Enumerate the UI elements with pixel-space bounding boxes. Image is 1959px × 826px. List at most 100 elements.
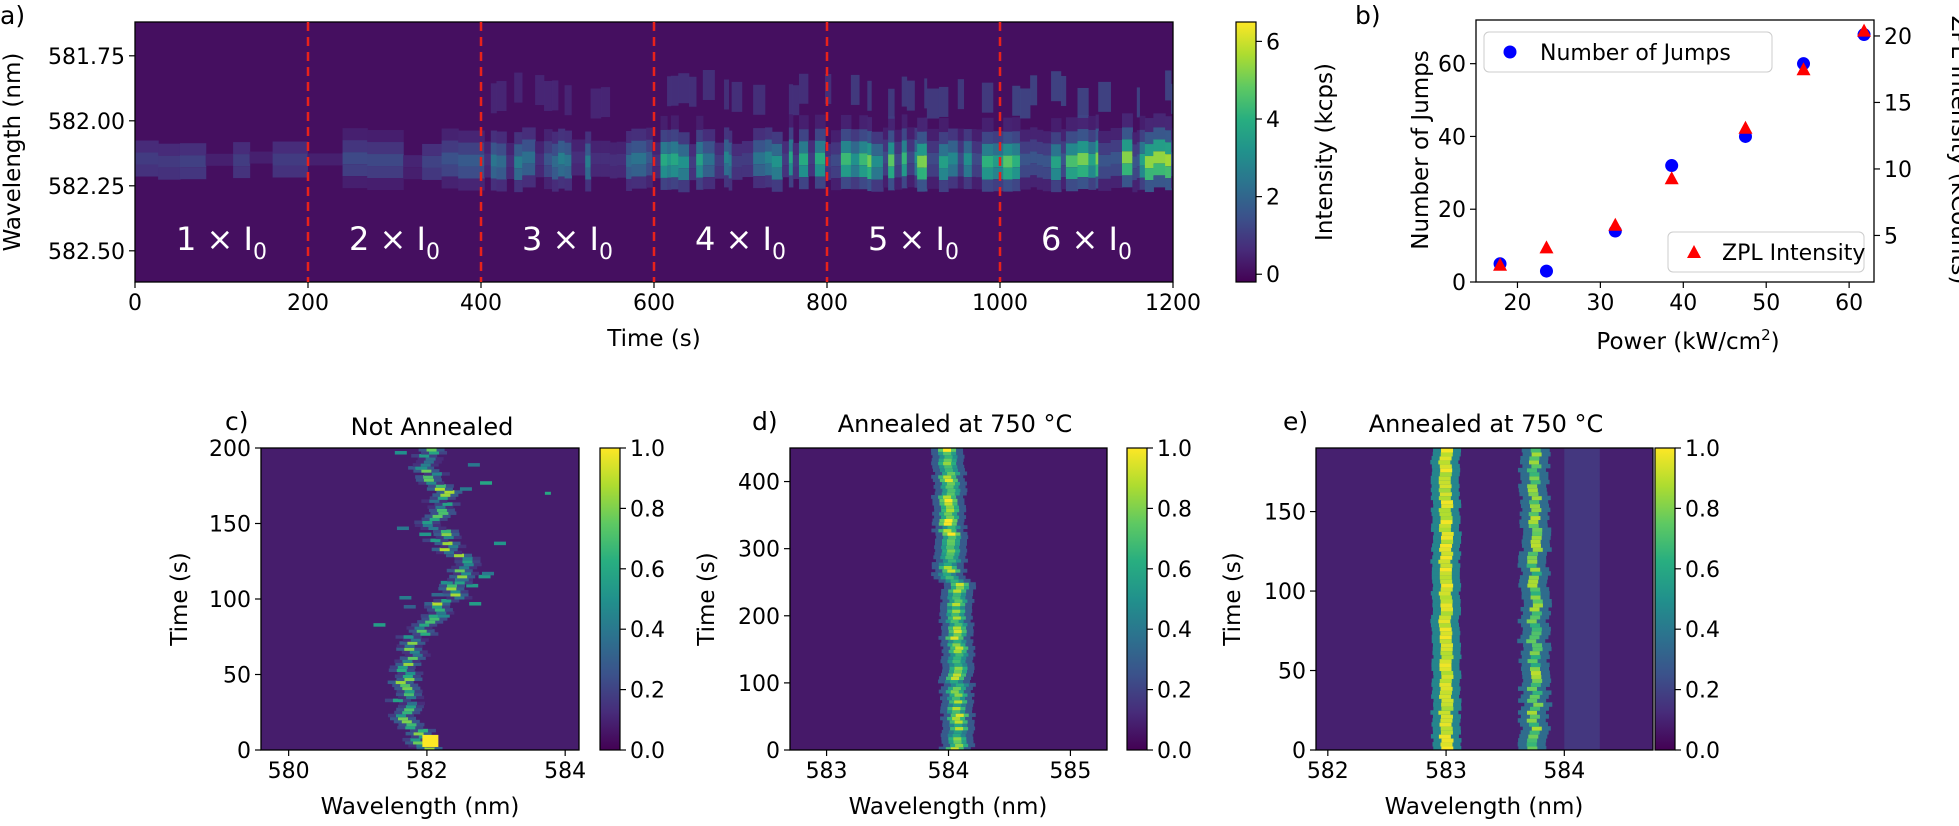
a-heatmap-cell	[1136, 178, 1141, 191]
a-heatmap-cell	[522, 163, 536, 176]
a-heatmap-cell	[233, 142, 251, 155]
e-heatmap-cell	[1440, 730, 1453, 735]
d-heatmap-cell	[946, 515, 955, 519]
b-point-zpl	[1539, 240, 1554, 254]
e-heatmap-cell	[1526, 638, 1537, 644]
a-heatmap-cell	[490, 178, 498, 191]
c-heatmap-cell	[432, 602, 443, 606]
d-heatmap-cell	[953, 588, 962, 593]
e-heatmap-cell	[1440, 579, 1453, 584]
e-heatmap-cell	[1439, 571, 1452, 576]
a-heatmap-cell	[981, 82, 994, 113]
e-heatmap-cell	[1438, 618, 1451, 624]
b-x-tick-label: 60	[1835, 291, 1863, 316]
a-heatmap-cell	[1136, 166, 1141, 179]
a-heatmap-cell	[179, 167, 207, 180]
b-x-tick-label: 20	[1503, 291, 1531, 316]
a-heatmap-cell	[948, 140, 959, 153]
a-heatmap-cell	[792, 154, 800, 167]
e-heatmap-cell	[1530, 591, 1541, 596]
a-heatmap-cell	[867, 167, 872, 180]
b-legend-jumps-label: Number of Jumps	[1540, 41, 1731, 66]
d-ylabel: Time (s)	[694, 552, 720, 647]
c-heatmap-cell	[405, 704, 416, 709]
d-heatmap-cell	[953, 736, 962, 741]
a-heatmap-cell	[496, 131, 507, 144]
c-heatmap-cell	[404, 677, 415, 682]
d-heatmap-cell	[954, 699, 963, 704]
a-heatmap-cell	[894, 177, 903, 190]
a-heatmap-cell	[1051, 118, 1062, 133]
e-heatmap-cell	[1440, 602, 1453, 608]
a-heatmap-cell	[1110, 175, 1123, 188]
a-heatmap-cell	[544, 141, 553, 154]
c-colorbar-tick-label: 1.0	[630, 437, 665, 462]
a-heatmap-cell	[1171, 152, 1173, 165]
e-heatmap-cell	[1439, 491, 1452, 497]
a-heatmap-cell	[1051, 180, 1062, 193]
a-heatmap-cell	[1098, 81, 1111, 112]
c-heatmap-cell	[469, 602, 482, 606]
a-heatmap-cell	[992, 131, 1004, 144]
a-heatmap-cell	[981, 155, 994, 168]
a-heatmap-cell	[938, 168, 949, 181]
d-heatmap-cell	[943, 461, 952, 466]
d-heatmap-cell	[947, 525, 956, 530]
c-heatmap-cell	[426, 448, 437, 452]
a-heatmap-cell	[753, 140, 766, 153]
e-heatmap-cell	[1529, 475, 1540, 481]
c-heatmap-cell	[435, 505, 446, 509]
a-heatmap-cell	[914, 139, 918, 152]
a-heatmap-cell	[753, 164, 766, 177]
c-heatmap-cell	[423, 460, 434, 464]
b-y-tick-label: 60	[1438, 53, 1466, 78]
c-heatmap-cell	[422, 734, 439, 747]
a-heatmap-cell	[696, 165, 704, 178]
d-heatmap-cell	[947, 548, 956, 553]
a-heatmap-cell	[888, 142, 895, 155]
c-heatmap-cell	[404, 707, 415, 712]
e-heatmap-cell	[1530, 567, 1541, 572]
a-heatmap-cell	[1012, 179, 1021, 192]
a-heatmap-cell	[458, 130, 485, 143]
a-heatmap-cell	[490, 130, 498, 143]
a-heatmap-cell	[1132, 144, 1138, 157]
a-heatmap-cell	[631, 128, 647, 141]
a-heatmap-cell	[1171, 83, 1173, 114]
e-heatmap-cell	[1441, 531, 1454, 536]
c-heatmap-cell	[441, 532, 452, 537]
a-heatmap-cell	[731, 155, 743, 168]
a-heatmap-cell	[1165, 70, 1172, 101]
d-heatmap-cell	[948, 535, 957, 540]
c-heatmap-cell	[426, 481, 437, 485]
a-heatmap-cell	[914, 127, 918, 140]
c-heatmap-cell	[403, 605, 416, 609]
c-heatmap-cell	[437, 614, 450, 618]
d-heatmap-cell	[944, 518, 953, 523]
a-heatmap-cell	[564, 166, 572, 179]
a-heatmap-cell	[1153, 151, 1166, 164]
a-heatmap-cell	[741, 165, 754, 178]
d-heatmap-cell	[945, 555, 954, 560]
c-heatmap-cell	[425, 457, 436, 461]
a-heatmap-cell	[871, 143, 884, 156]
a-heatmap-cell	[342, 128, 368, 141]
c-heatmap-cell	[457, 574, 468, 579]
a-heatmap-cell	[882, 127, 889, 140]
c-heatmap-cell	[397, 665, 408, 669]
e-heatmap-cell	[1440, 515, 1453, 521]
a-heatmap-cell	[626, 142, 632, 155]
a-heatmap-cell	[714, 154, 725, 167]
a-heatmap-cell	[367, 154, 404, 167]
a-heatmap-cell	[1098, 142, 1112, 155]
a-heatmap-cell	[1019, 165, 1031, 178]
a-heatmap-cell	[667, 165, 672, 178]
e-heatmap-cell	[1438, 487, 1451, 493]
a-heatmap-cell	[514, 72, 523, 103]
c-colorbar-tick-label: 0.2	[630, 679, 665, 704]
a-heatmap-cell	[894, 153, 903, 166]
a-heatmap-cell	[1144, 168, 1154, 181]
a-heatmap-cell	[551, 80, 559, 111]
panel-e: 582 583 584 0 50 100 150 0.0 0.2 0.4 0.6 0.8 1.0	[1264, 437, 1720, 784]
a-heatmap-cell	[1098, 178, 1112, 191]
